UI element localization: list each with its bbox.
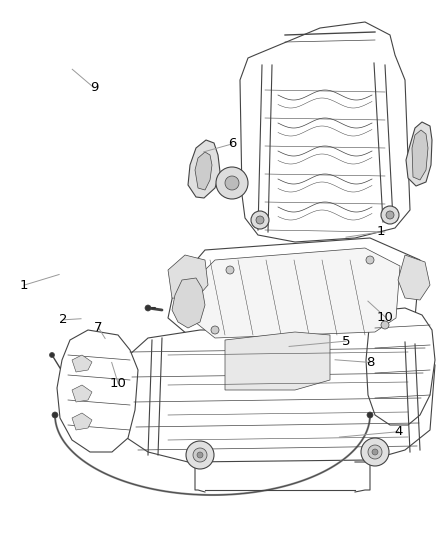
Polygon shape: [168, 255, 208, 300]
Polygon shape: [115, 330, 435, 462]
Circle shape: [49, 352, 54, 358]
Polygon shape: [72, 413, 92, 430]
Circle shape: [381, 321, 389, 329]
Circle shape: [197, 452, 203, 458]
Polygon shape: [72, 355, 92, 372]
Circle shape: [256, 216, 264, 224]
Circle shape: [251, 211, 269, 229]
Polygon shape: [195, 152, 212, 190]
Circle shape: [372, 449, 378, 455]
Circle shape: [367, 412, 373, 418]
Circle shape: [193, 448, 207, 462]
Circle shape: [52, 412, 58, 418]
Text: 2: 2: [59, 313, 68, 326]
Polygon shape: [406, 122, 432, 186]
Polygon shape: [172, 278, 205, 328]
Circle shape: [225, 176, 239, 190]
Text: 8: 8: [366, 356, 374, 369]
Circle shape: [186, 441, 214, 469]
Circle shape: [226, 266, 234, 274]
Text: 10: 10: [377, 311, 394, 324]
Text: 9: 9: [90, 82, 99, 94]
Polygon shape: [398, 255, 430, 300]
Text: 10: 10: [110, 377, 127, 390]
Text: 5: 5: [342, 335, 350, 348]
Text: 7: 7: [94, 321, 103, 334]
Circle shape: [366, 256, 374, 264]
Circle shape: [145, 305, 151, 311]
Polygon shape: [240, 22, 410, 242]
Circle shape: [361, 438, 389, 466]
Polygon shape: [168, 238, 420, 345]
Circle shape: [386, 211, 394, 219]
Polygon shape: [190, 248, 400, 338]
Text: 1: 1: [20, 279, 28, 292]
Text: 1: 1: [377, 225, 385, 238]
Polygon shape: [366, 308, 435, 425]
Circle shape: [368, 445, 382, 459]
Circle shape: [216, 167, 248, 199]
Polygon shape: [72, 385, 92, 402]
Circle shape: [381, 206, 399, 224]
Circle shape: [211, 326, 219, 334]
Polygon shape: [57, 330, 138, 452]
Text: 6: 6: [228, 138, 237, 150]
Text: 4: 4: [394, 425, 403, 438]
Polygon shape: [225, 332, 330, 390]
Polygon shape: [412, 130, 428, 180]
Polygon shape: [188, 140, 220, 198]
